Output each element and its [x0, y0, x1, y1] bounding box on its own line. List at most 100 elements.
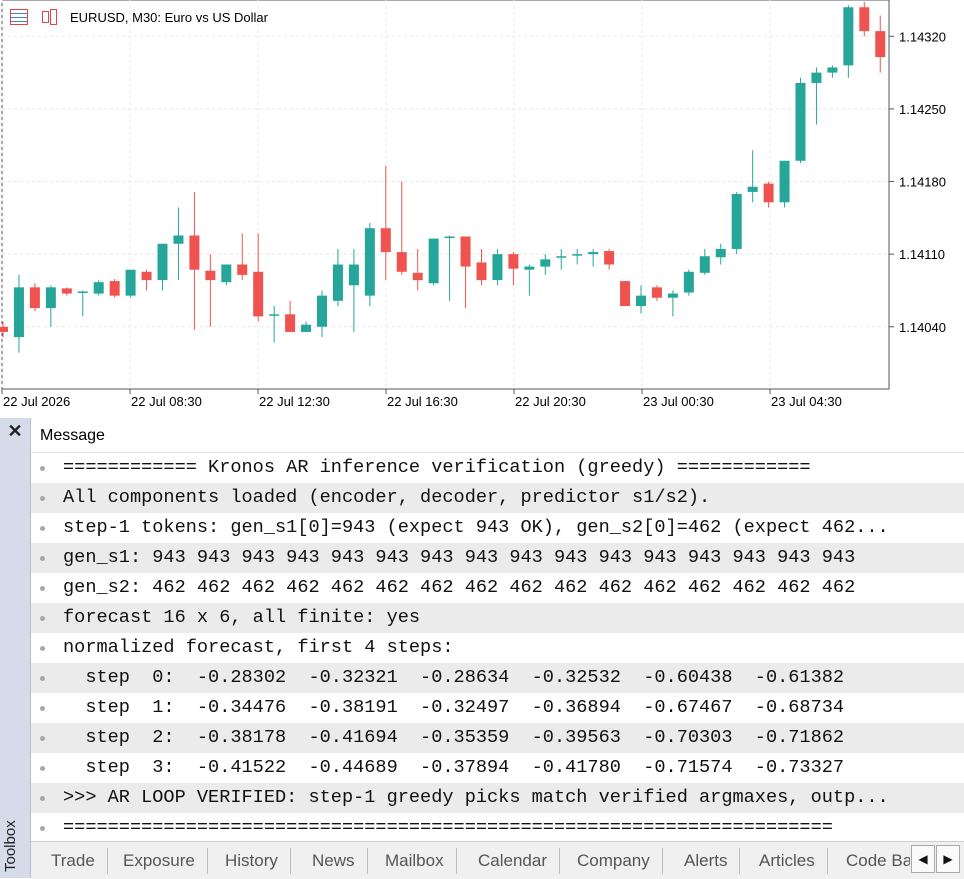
candle-body — [667, 293, 678, 298]
candle-body — [651, 287, 662, 298]
tab-exposure[interactable]: Exposure — [111, 848, 208, 874]
plot-area — [1, 0, 890, 390]
candle-body — [795, 82, 806, 161]
candle-body — [827, 67, 838, 73]
toolbox-tabbar: Trade Exposure History News Mailbox Calendar C… — [31, 841, 964, 879]
log-row[interactable]: step 1: -0.34476 -0.38191 -0.32497 -0.36… — [31, 693, 964, 723]
candle-body — [125, 269, 136, 296]
x-tick-label: 22 Jul 16:30 — [387, 394, 458, 409]
candle-body — [348, 264, 359, 286]
candle-body — [205, 270, 216, 281]
log-message: step 1: -0.34476 -0.38191 -0.32497 -0.36… — [63, 697, 845, 718]
log-message: gen_s1: 943 943 943 943 943 943 943 943 … — [63, 547, 856, 568]
tab-trade[interactable]: Trade — [39, 848, 108, 874]
tab-news[interactable]: News — [300, 848, 368, 874]
price-chart[interactable]: 1.14320 1.14250 1.14180 1.14110 1.14040 22 Ju… — [0, 0, 964, 415]
candle-body — [859, 7, 870, 32]
log-message: forecast 16 x 6, all finite: yes — [63, 607, 421, 628]
y-tick-label: 1.14180 — [899, 175, 946, 190]
log-row[interactable]: gen_s1: 943 943 943 943 943 943 943 943 … — [31, 543, 964, 573]
log-row[interactable]: gen_s2: 462 462 462 462 462 462 462 462 … — [31, 573, 964, 603]
log-row[interactable]: step 3: -0.41522 -0.44689 -0.37894 -0.41… — [31, 753, 964, 783]
candle-body — [699, 256, 710, 273]
candle-body — [61, 288, 72, 294]
candlestick-chart-canvas[interactable]: 1.14320 1.14250 1.14180 1.14110 1.14040 22 Ju… — [0, 0, 964, 415]
y-tick-label: 1.14320 — [899, 29, 946, 44]
tab-code-ba[interactable]: Code Ba — [846, 851, 910, 870]
candle-body — [476, 262, 487, 281]
candle-body — [189, 235, 200, 270]
bullet-icon — [40, 616, 45, 621]
candle-body — [508, 254, 519, 269]
bullet-icon — [40, 496, 45, 501]
bullet-icon — [40, 796, 45, 801]
log-row[interactable]: forecast 16 x 6, all finite: yes — [31, 603, 964, 633]
candle-body — [492, 254, 503, 281]
close-icon[interactable]: ✕ — [7, 421, 23, 441]
log-row[interactable]: >>> AR LOOP VERIFIED: step-1 greedy pick… — [31, 783, 964, 813]
candle-body — [779, 160, 790, 203]
candle-body — [317, 295, 327, 327]
tab-history[interactable]: History — [213, 848, 291, 874]
candle-body — [460, 236, 471, 267]
log-message: >>> AR LOOP VERIFIED: step-1 greedy pick… — [63, 787, 889, 808]
candle-body — [811, 72, 822, 83]
x-tick-label: 23 Jul 00:30 — [643, 394, 714, 409]
candle-body — [237, 264, 248, 275]
candle-body — [29, 287, 40, 309]
scroll-left-button[interactable]: ◀ — [911, 845, 935, 873]
candle-body — [13, 287, 24, 338]
candle-body — [45, 287, 56, 309]
log-row[interactable]: ========================================… — [31, 813, 964, 841]
candle-body — [604, 251, 615, 265]
y-tick-label: 1.14250 — [899, 102, 946, 117]
tab-mailbox[interactable]: Mailbox — [373, 848, 457, 874]
log-message: All components loaded (encoder, decoder,… — [63, 487, 711, 508]
candle-body — [77, 291, 88, 293]
scroll-right-button[interactable]: ▶ — [936, 845, 960, 873]
x-tick-label: 22 Jul 2026 — [3, 394, 70, 409]
log-row[interactable]: step 2: -0.38178 -0.41694 -0.35359 -0.39… — [31, 723, 964, 753]
log-row[interactable]: normalized forecast, first 4 steps: — [31, 633, 964, 663]
candle-body — [173, 235, 184, 244]
candle-body — [269, 314, 280, 316]
log-message: gen_s2: 462 462 462 462 462 462 462 462 … — [63, 577, 856, 598]
log-message: ========================================… — [63, 817, 833, 838]
candle-body — [157, 243, 168, 281]
x-tick-label: 22 Jul 12:30 — [259, 394, 330, 409]
candle-body — [141, 271, 152, 281]
candle-body — [253, 271, 264, 317]
bullet-icon — [40, 706, 45, 711]
candle-body — [412, 272, 423, 281]
candle-body — [301, 324, 312, 332]
toolbox-label: Toolbox — [2, 820, 19, 872]
log-row[interactable]: step 0: -0.28302 -0.32321 -0.28634 -0.32… — [31, 663, 964, 693]
candle-body — [620, 281, 631, 307]
candles-icon — [41, 9, 59, 25]
log-message: normalized forecast, first 4 steps: — [63, 637, 454, 658]
log-row[interactable]: step-1 tokens: gen_s1[0]=943 (expect 943… — [31, 513, 964, 543]
bullet-icon — [40, 826, 45, 831]
tab-company[interactable]: Company — [565, 848, 663, 874]
log-row[interactable]: ============ Kronos AR inference verific… — [31, 453, 964, 483]
candle-body — [93, 282, 104, 294]
candle-body — [332, 264, 343, 301]
candle-body — [380, 228, 391, 253]
log-row[interactable]: All components loaded (encoder, decoder,… — [31, 483, 964, 513]
message-column-header[interactable]: Message — [31, 418, 964, 453]
tab-alerts[interactable]: Alerts — [672, 848, 741, 874]
candle-body — [636, 295, 646, 307]
chart-axes: 1.14320 1.14250 1.14180 1.14110 1.14040 22 Ju… — [1, 29, 946, 409]
log-message: step-1 tokens: gen_s1[0]=943 (expect 943… — [63, 517, 889, 538]
candle-body — [0, 326, 8, 332]
chart-title: EURUSD, M30: Euro vs US Dollar — [70, 10, 268, 25]
message-log[interactable]: Message ============ Kronos AR inference… — [31, 418, 964, 841]
candle-body — [285, 314, 296, 332]
bullet-icon — [40, 676, 45, 681]
tab-articles[interactable]: Articles — [747, 848, 828, 874]
tab-calendar[interactable]: Calendar — [466, 848, 560, 874]
bullet-icon — [40, 526, 45, 531]
candle-body — [364, 228, 375, 296]
x-tick-label: 22 Jul 20:30 — [515, 394, 586, 409]
candle-body — [221, 264, 232, 283]
